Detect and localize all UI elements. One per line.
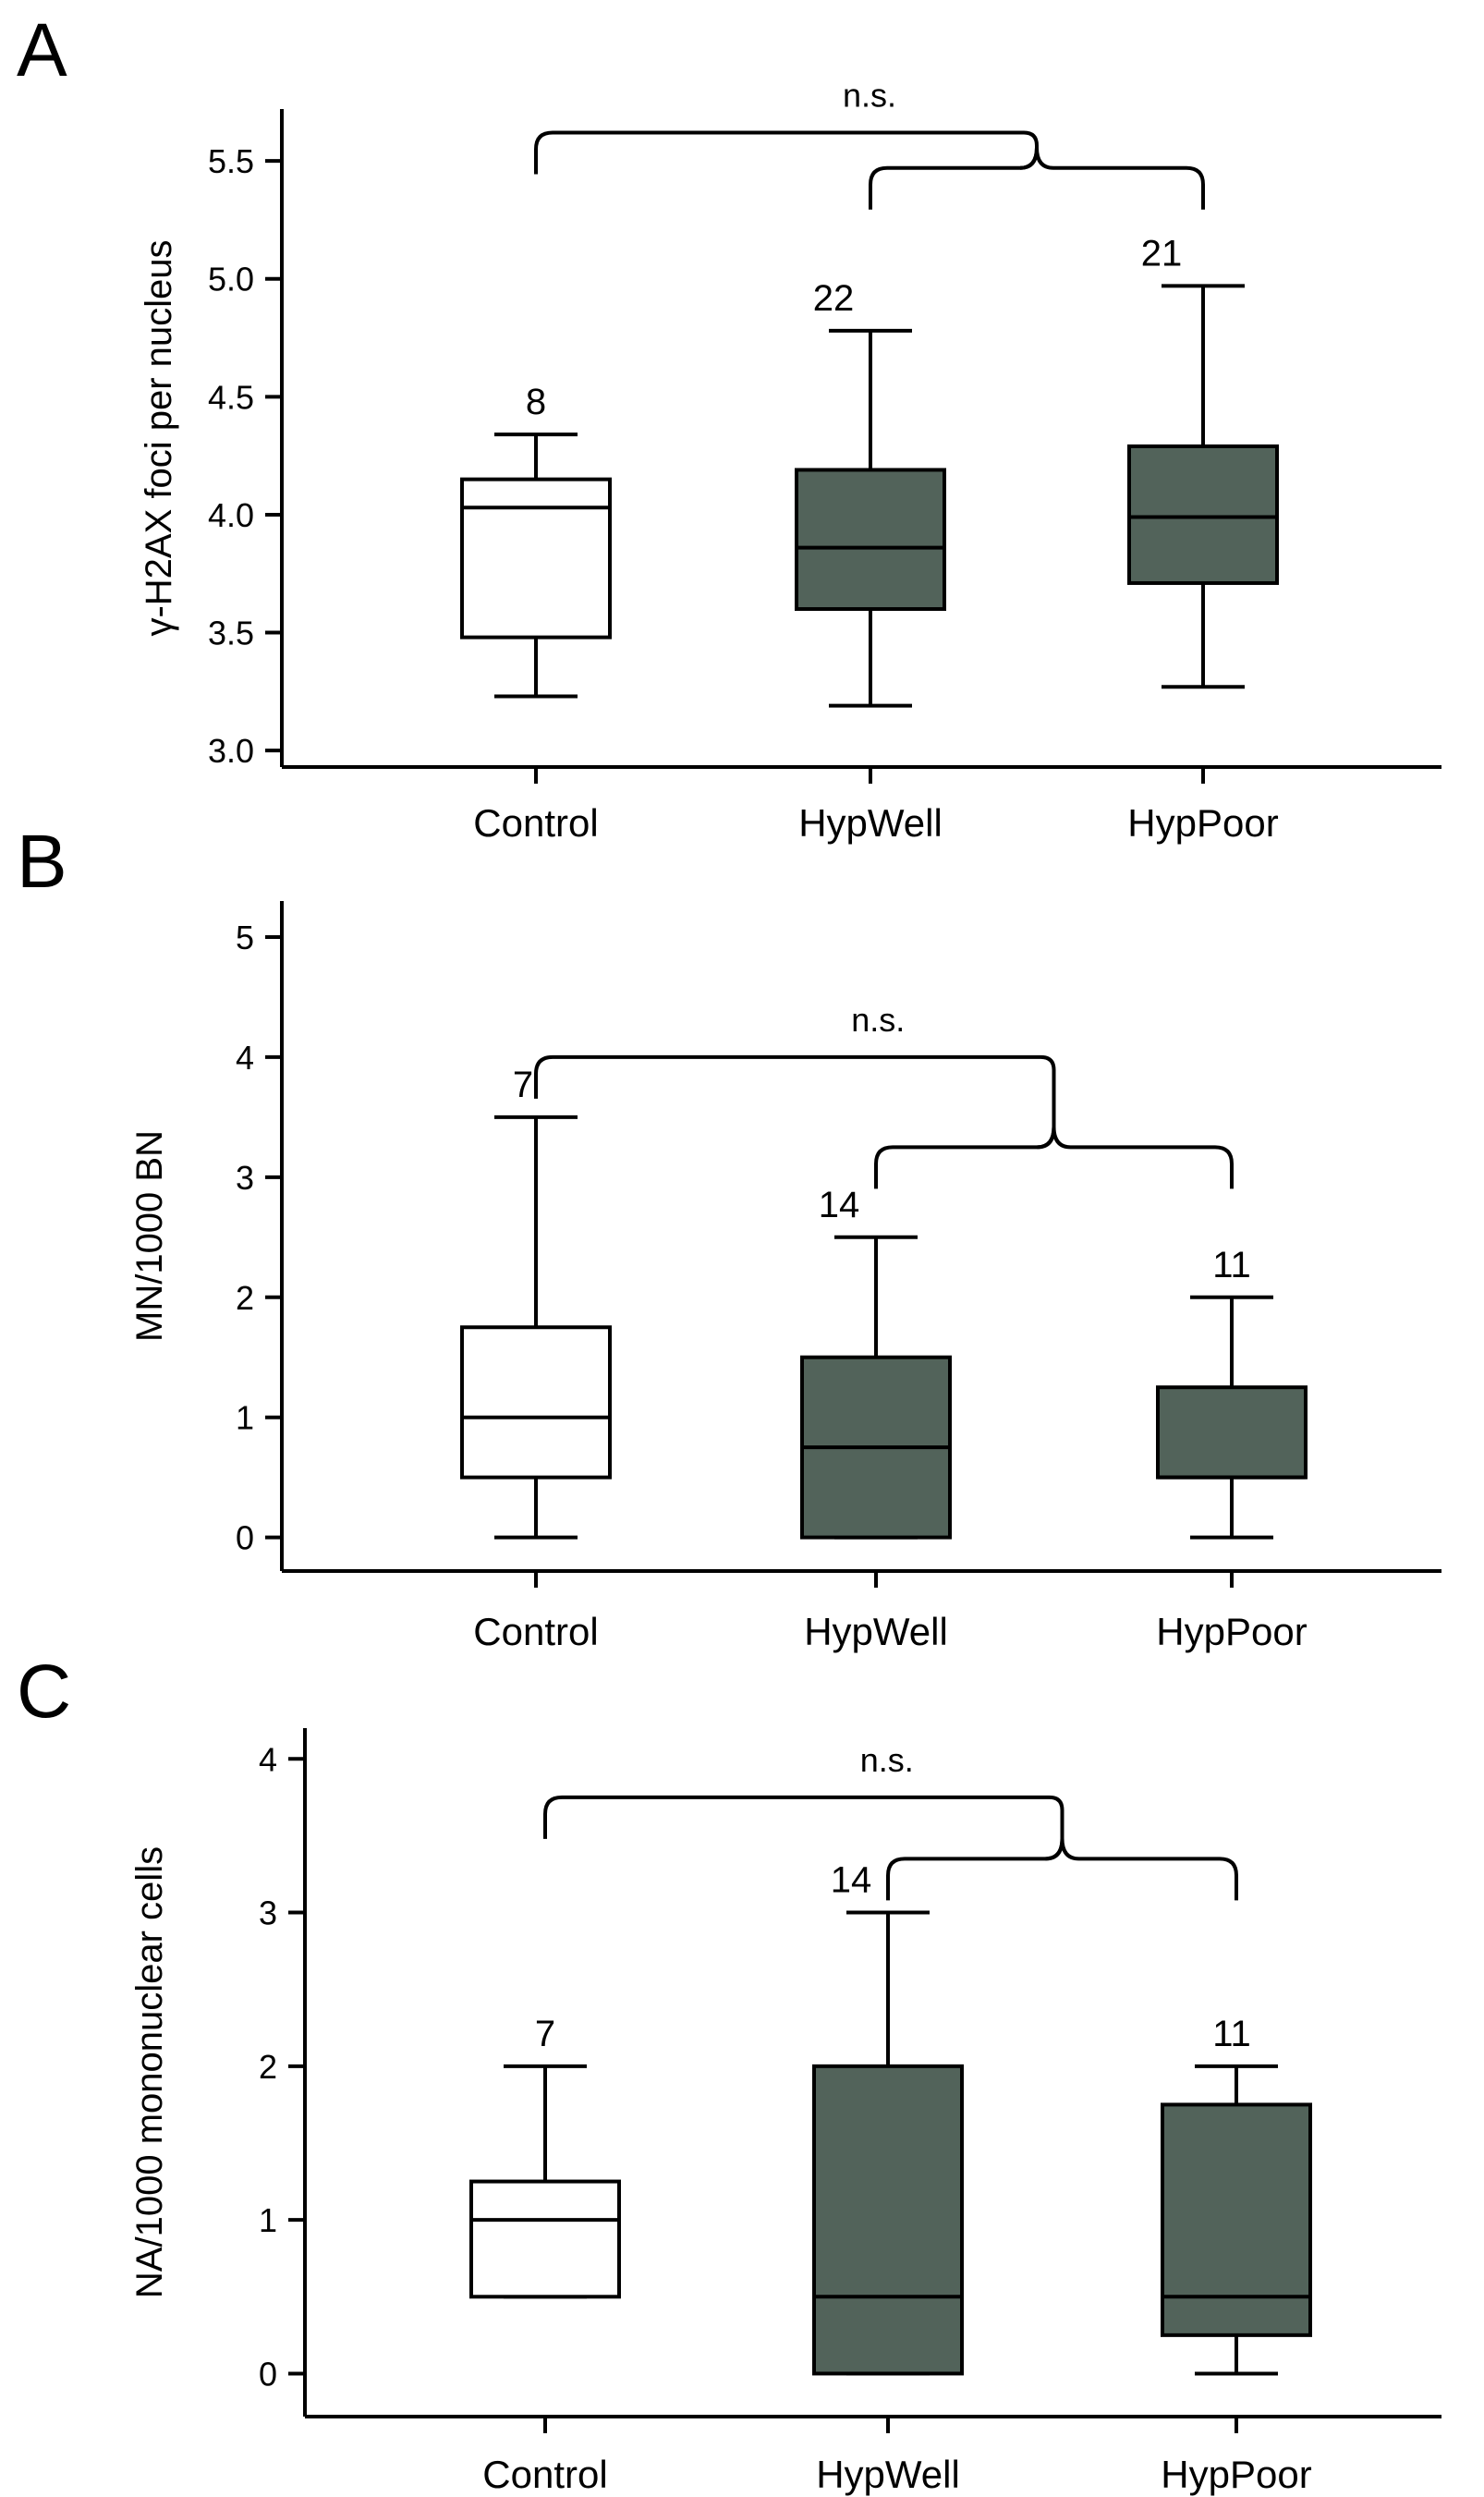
panel-a-significance-label: n.s. [843, 77, 896, 115]
panel-a-n-label: 21 [1141, 233, 1183, 274]
panel-a-n-label: 8 [526, 382, 546, 422]
panel-b-letter: B [17, 820, 67, 904]
panel-c-y-tick-label: 0 [259, 2355, 277, 2393]
panel-b-y-tick-label: 0 [236, 1519, 254, 1557]
panel-b-bracket-inner [874, 1127, 1234, 1189]
panel-c: C 0 1 2 3 4 NA/1000 mononuclear cells 7 Control 1… [17, 1650, 1441, 2496]
panel-c-y-tick-label: 4 [259, 1740, 277, 1778]
panel-a-n-label: 22 [813, 278, 855, 319]
panel-c-box-hypwell: 14 [812, 1860, 964, 2376]
panel-a-y-tick-label: 4.0 [208, 496, 254, 534]
panel-a-x-tick-label: Control [473, 801, 598, 845]
panel-c-n-label: 11 [1212, 2014, 1251, 2054]
panel-a-y-tick-label: 3.0 [208, 732, 254, 770]
panel-c-x-tick-label: HypPoor [1161, 2453, 1311, 2496]
panel-c-x-tick-label: Control [482, 2453, 607, 2496]
panel-b-y-tick-label: 3 [236, 1159, 254, 1197]
panel-a-y-tick-label: 5.5 [208, 142, 254, 180]
panel-b-x-tick-label: Control [473, 1610, 598, 1653]
panel-b-y-tick-label: 2 [236, 1279, 254, 1317]
panel-c-x-tick-label: HypWell [816, 2453, 960, 2496]
panel-a-y-tick-label: 4.5 [208, 378, 254, 416]
panel-c-y-tick-label: 3 [259, 1894, 277, 1932]
panel-a-box-hypwell: 22 [795, 278, 946, 708]
panel-a-y-axis-label: γ-H2AX foci per nucleus [139, 239, 179, 636]
panel-c-y-tick-label: 1 [259, 2201, 277, 2239]
panel-b-bracket-outer [534, 1054, 1056, 1150]
panel-a-box-body [460, 477, 612, 639]
panel-b-y-tick-label: 1 [236, 1399, 254, 1437]
panel-b-n-label: 7 [513, 1065, 533, 1105]
panel-a-y-tick-label: 5.0 [208, 261, 254, 298]
panel-c-letter: C [17, 1650, 71, 1734]
panel-b-y-axis-label: MN/1000 BN [129, 1130, 170, 1342]
panel-b-y-tick-label: 4 [236, 1039, 254, 1077]
panel-b-significance-label: n.s. [851, 1001, 905, 1039]
panel-a-letter: A [17, 8, 67, 92]
panel-b-x-tick-label: HypWell [804, 1610, 948, 1653]
panel-c-bracket-outer [543, 1795, 1064, 1861]
panel-c-box-body [1161, 2102, 1312, 2337]
panel-b-box-hypwell: 14 [800, 1185, 952, 1540]
panel-c-y-tick-label: 2 [259, 2048, 277, 2086]
panel-a-box-body [795, 468, 946, 612]
panel-b-box-body [460, 1325, 612, 1480]
panel-c-n-label: 14 [831, 1860, 872, 1901]
panel-c-box-control: 7 [469, 2014, 621, 2299]
panel-c-significance-label: n.s. [860, 1741, 914, 1779]
panel-a-bracket-inner [869, 147, 1205, 210]
panel-a-x-tick-label: HypWell [798, 801, 943, 845]
panel-b-n-label: 11 [1212, 1245, 1251, 1285]
panel-b-box-hyppoor: 11 [1156, 1245, 1308, 1540]
panel-a-box-hyppoor: 21 [1127, 233, 1279, 689]
panel-a-box-control: 8 [460, 382, 612, 699]
panel-b-box-control: 7 [460, 1065, 612, 1540]
panel-b-x-tick-label: HypPoor [1156, 1610, 1307, 1653]
panel-c-n-label: 7 [535, 2014, 555, 2054]
panel-c-box-body [469, 2179, 621, 2299]
panel-a-box-body [1127, 444, 1279, 585]
panel-b-box-body [1156, 1385, 1308, 1480]
panel-a: A 3.0 3.5 4.0 4.5 5.0 5.5 γ-H2AX foci per nucle… [17, 8, 1441, 845]
panel-b-y-tick-label: 5 [236, 919, 254, 956]
panel-c-bracket-inner [886, 1838, 1238, 1901]
panel-b-n-label: 14 [819, 1185, 860, 1225]
panel-c-y-axis-label: NA/1000 mononuclear cells [129, 1846, 170, 2298]
panel-c-box-hyppoor: 11 [1161, 2014, 1312, 2376]
panel-a-y-tick-label: 3.5 [208, 615, 254, 652]
panel-b: B 0 1 2 3 4 5 MN/1000 BN 7 Control 14 HypWell 11 HypP… [17, 820, 1441, 1653]
panel-a-x-tick-label: HypPoor [1127, 801, 1278, 845]
panel-c-box-body [812, 2064, 964, 2376]
